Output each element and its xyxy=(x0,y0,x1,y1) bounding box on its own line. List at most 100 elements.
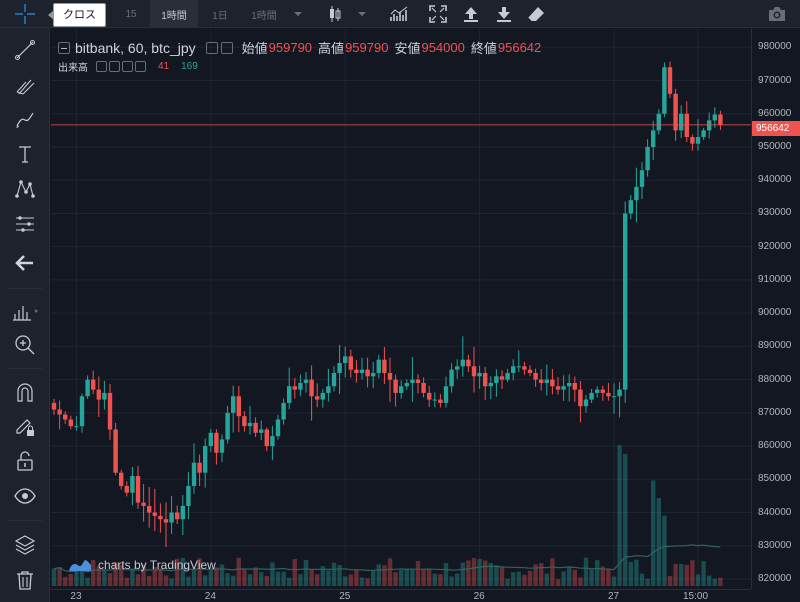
candle-body xyxy=(583,399,589,407)
candle-body xyxy=(561,386,566,390)
watermark-text: charts by TradingView xyxy=(98,558,216,572)
pattern-tool[interactable] xyxy=(0,173,50,205)
symbol-title: bitbank, 60, btc_jpy xyxy=(75,39,196,56)
candle-body xyxy=(320,392,325,400)
volume-bar xyxy=(712,578,717,586)
volume-bar xyxy=(102,570,107,586)
interval-custom[interactable]: 1時間 xyxy=(240,0,288,28)
lock-drawings-tool[interactable] xyxy=(0,445,50,477)
volume-bar xyxy=(684,564,689,586)
fullscreen-button[interactable] xyxy=(423,0,453,28)
candle-body xyxy=(365,369,370,377)
trend-line-tool[interactable] xyxy=(0,34,50,66)
chart-type-button[interactable] xyxy=(320,0,350,28)
candle-body xyxy=(662,67,667,114)
object-tree-tool[interactable] xyxy=(0,528,50,560)
candlestick-chart[interactable] xyxy=(51,29,751,589)
volume-bar xyxy=(264,576,269,586)
stay-in-drawing-mode-tool[interactable] xyxy=(0,410,50,442)
trash-icon xyxy=(17,571,33,590)
volume-bar xyxy=(667,576,673,586)
candle-body xyxy=(488,382,493,387)
candle-body xyxy=(247,422,253,427)
volume-bar xyxy=(623,454,628,586)
settings-icon[interactable] xyxy=(205,41,218,54)
candle-body xyxy=(410,379,415,383)
brush-icon xyxy=(16,112,34,128)
interval-15[interactable]: 15 xyxy=(113,0,149,28)
volume-bar xyxy=(175,558,180,586)
volume-bar xyxy=(466,560,471,586)
clear-drawings-button[interactable] xyxy=(521,0,551,28)
text-tool[interactable] xyxy=(0,138,50,170)
volume-ma-line xyxy=(53,544,721,573)
price-tick-label: 930000 xyxy=(758,207,792,219)
candle-body xyxy=(606,392,611,397)
hide-series-icon[interactable] xyxy=(220,41,233,54)
candle-body xyxy=(494,376,499,383)
chart-type-dropdown-button[interactable] xyxy=(352,0,372,28)
brush-tool[interactable] xyxy=(0,103,50,135)
candle-body xyxy=(242,416,247,427)
icons-tool[interactable] xyxy=(0,295,50,327)
prediction-tool[interactable] xyxy=(0,208,50,240)
candle-body xyxy=(589,392,594,400)
volume-bar xyxy=(539,563,544,586)
collapse-legend-button[interactable] xyxy=(58,41,70,54)
candle-body xyxy=(191,462,197,486)
tradingview-watermark[interactable]: charts by TradingView xyxy=(68,558,216,572)
zoom-in-tool[interactable] xyxy=(0,329,50,361)
volume-bar xyxy=(225,573,230,586)
candle-body xyxy=(113,429,118,473)
candle-body xyxy=(337,363,342,373)
price-tick-label: 910000 xyxy=(758,273,792,285)
magnet-tool[interactable] xyxy=(0,376,50,408)
indicators-button[interactable] xyxy=(384,0,414,28)
candle-body xyxy=(505,372,510,380)
open-value: 959790 xyxy=(268,40,313,55)
price-axis[interactable]: 980000 970000 960000 950000 940000 930000 9200… xyxy=(751,29,800,589)
volume-bar xyxy=(718,577,723,586)
volume-bar xyxy=(387,558,393,586)
indicators-icon xyxy=(390,6,408,21)
candle-body xyxy=(331,372,337,387)
interval-dropdown-button[interactable] xyxy=(288,0,308,28)
hide-drawings-tool[interactable] xyxy=(0,480,50,512)
hide-series-icon[interactable] xyxy=(109,61,120,72)
candle-body xyxy=(477,372,482,377)
chevron-down-icon xyxy=(358,12,366,16)
volume-bar xyxy=(578,577,583,586)
remove-drawings-tool[interactable] xyxy=(0,564,50,596)
volume-bar xyxy=(544,573,549,586)
crosshair-tool-button[interactable] xyxy=(0,0,50,28)
candle-body xyxy=(527,369,533,373)
series-legend: bitbank, 60, btc_jpy 始値 959790 高値 959790… xyxy=(58,38,541,57)
settings-icon[interactable] xyxy=(96,61,107,72)
volume-bar xyxy=(113,562,118,586)
candle-body xyxy=(634,186,639,201)
price-tick-label: 860000 xyxy=(758,440,792,452)
volume-bar xyxy=(511,572,516,586)
screenshot-button[interactable] xyxy=(760,0,794,28)
main-chart-pane[interactable] xyxy=(51,29,751,589)
pitchfork-tool[interactable] xyxy=(0,68,50,100)
toolbar-divider xyxy=(8,368,42,369)
time-axis[interactable]: 23 24 25 26 27 15:00 xyxy=(51,589,751,602)
interval-1h[interactable]: 1時間 xyxy=(150,0,198,28)
back-button[interactable] xyxy=(0,247,50,279)
candle-body xyxy=(147,505,152,513)
close-icon[interactable] xyxy=(122,61,133,72)
volume-bar xyxy=(259,572,264,586)
interval-1d[interactable]: 1日 xyxy=(200,0,240,28)
more-icon[interactable] xyxy=(135,61,146,72)
volume-bar xyxy=(135,574,141,586)
load-chart-button[interactable] xyxy=(489,0,519,28)
volume-bar xyxy=(505,578,510,586)
volume-bar xyxy=(443,563,449,586)
save-chart-button[interactable] xyxy=(456,0,486,28)
volume-bar xyxy=(477,559,482,586)
volume-bar xyxy=(214,567,219,586)
candle-body xyxy=(471,366,477,377)
volume-legend: 出来高 41 169 xyxy=(58,59,198,74)
eraser-icon xyxy=(527,7,544,22)
